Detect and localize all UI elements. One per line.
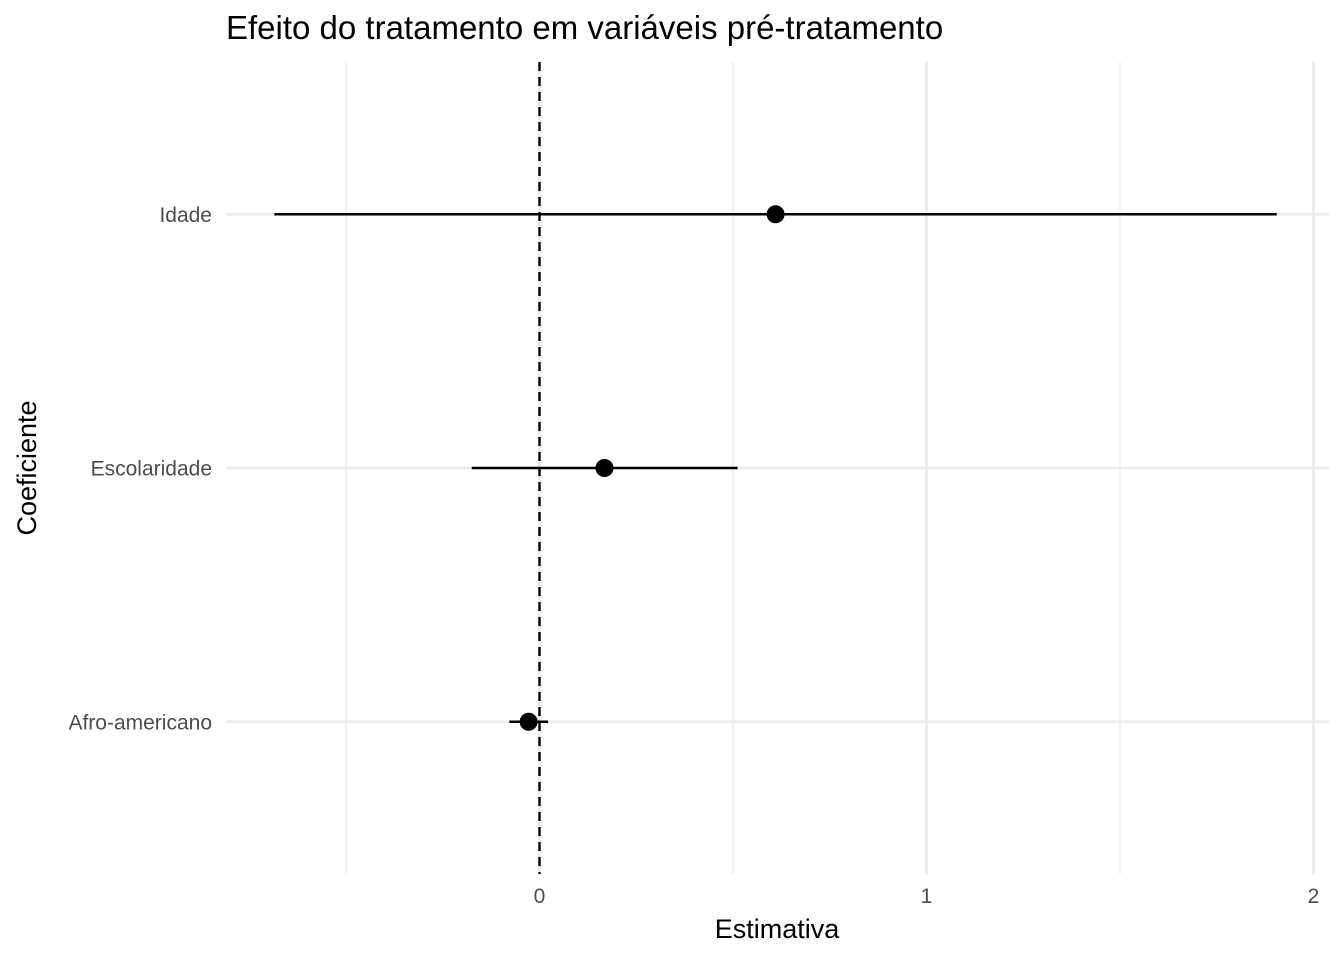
- estimate-point: [766, 205, 785, 224]
- y-tick-labels: Idade Escolaridade Afro-americano: [68, 204, 212, 735]
- chart-title: Efeito do tratamento em variáveis pré-tr…: [226, 9, 943, 46]
- y-tick-label: Idade: [159, 204, 212, 227]
- estimate-marks: [274, 205, 1277, 731]
- x-tick-label: 1: [921, 885, 933, 908]
- major-gridlines: [226, 62, 1329, 874]
- y-tick-label: Escolaridade: [91, 458, 212, 481]
- estimate-point: [519, 712, 538, 731]
- y-axis-title: Coeficiente: [12, 400, 42, 535]
- x-axis-title: Estimativa: [715, 914, 841, 944]
- x-tick-label: 0: [534, 885, 546, 908]
- y-tick-label: Afro-americano: [68, 711, 212, 734]
- estimate-point: [595, 459, 614, 477]
- x-tick-labels: 0 1 2: [534, 885, 1320, 908]
- x-tick-label: 2: [1308, 885, 1320, 908]
